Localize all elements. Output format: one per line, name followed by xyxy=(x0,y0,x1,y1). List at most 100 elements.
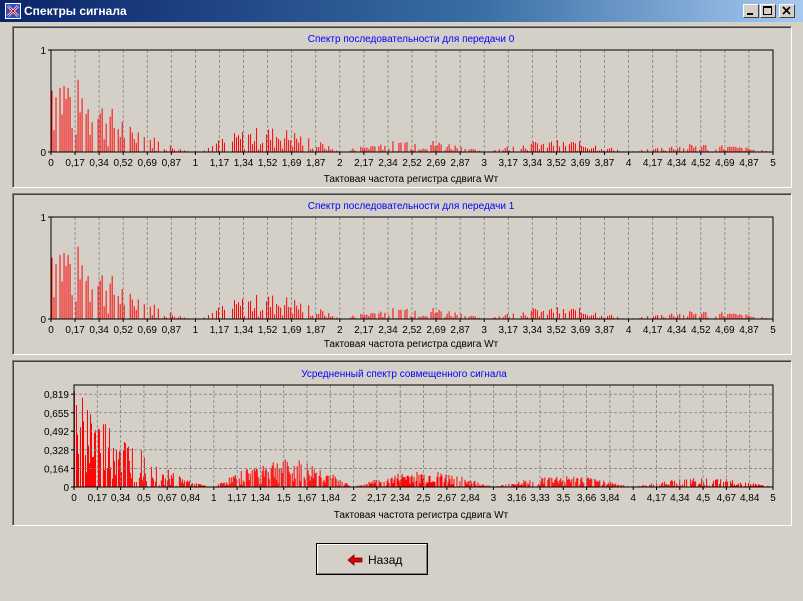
x-tick-label: 0 xyxy=(48,325,54,336)
x-tick-label: 1 xyxy=(193,158,199,169)
x-tick-label: 0,52 xyxy=(113,325,133,336)
chart-1-x-ticks: 0 0,17 0,34 0,52 0,69 0,87 1 1,17 1,34 1,52 1,69 1,… xyxy=(48,319,776,336)
x-tick-label: 3,34 xyxy=(523,325,543,336)
x-tick-label: 3,66 xyxy=(577,493,597,504)
x-tick-label: 1,52 xyxy=(258,325,278,336)
x-tick-label: 2,69 xyxy=(426,158,446,169)
maximize-button[interactable] xyxy=(760,4,776,18)
x-tick-label: 4,69 xyxy=(715,158,735,169)
chart-0-bars xyxy=(51,79,771,152)
x-tick-label: 3,87 xyxy=(595,158,615,169)
chart-2-x-ticks: 0 0,17 0,34 0,5 0,67 0,84 1 1,17 1,34 1,5 1,67 1,84… xyxy=(71,487,776,504)
x-tick-label: 3 xyxy=(481,325,487,336)
x-tick-label: 4,52 xyxy=(691,158,711,169)
x-tick-label: 3,87 xyxy=(595,325,615,336)
y-tick-label: 0,655 xyxy=(44,409,69,420)
x-tick-label: 0,17 xyxy=(65,158,85,169)
x-tick-label: 1 xyxy=(193,325,199,336)
x-tick-label: 0,69 xyxy=(138,325,158,336)
back-button-label: Назад xyxy=(368,553,403,567)
minimize-icon xyxy=(747,13,753,15)
x-tick-label: 4,69 xyxy=(715,325,735,336)
x-tick-label: 2,34 xyxy=(378,325,398,336)
back-button[interactable]: Назад xyxy=(316,543,428,575)
chart-0-x-ticks: 0 0,17 0,34 0,52 0,69 0,87 1 1,17 1,34 1,52 1,69 1,… xyxy=(48,152,776,169)
x-tick-label: 3,84 xyxy=(600,493,620,504)
close-button[interactable] xyxy=(779,4,795,18)
x-tick-label: 4 xyxy=(630,493,636,504)
x-tick-label: 0,67 xyxy=(157,493,177,504)
chart-2-title: Усредненный спектр совмещенного сигнала xyxy=(301,369,507,380)
x-tick-label: 0,87 xyxy=(162,158,182,169)
x-tick-label: 2,17 xyxy=(354,158,374,169)
x-tick-label: 3,5 xyxy=(556,493,570,504)
minimize-button[interactable] xyxy=(743,4,759,18)
x-tick-label: 1 xyxy=(211,493,217,504)
x-tick-label: 2,87 xyxy=(450,325,470,336)
x-tick-label: 2,34 xyxy=(378,158,398,169)
x-tick-label: 3,69 xyxy=(571,325,591,336)
chart-2-bars xyxy=(73,391,772,487)
x-tick-label: 4,34 xyxy=(667,325,687,336)
x-tick-label: 1,87 xyxy=(306,325,326,336)
close-icon xyxy=(782,6,791,15)
x-tick-label: 1,17 xyxy=(227,493,247,504)
arrow-left-icon xyxy=(347,554,363,566)
y-tick-label: 1 xyxy=(40,213,46,224)
x-tick-label: 3,52 xyxy=(547,325,567,336)
x-tick-label: 1,69 xyxy=(282,158,302,169)
y-tick-label: 0 xyxy=(40,315,46,326)
x-tick-label: 0,34 xyxy=(111,493,131,504)
x-tick-label: 2,84 xyxy=(460,493,480,504)
spectrum-chart-2: Усредненный спектр совмещенного сигнала … xyxy=(44,369,776,521)
x-tick-label: 2,67 xyxy=(437,493,457,504)
x-tick-label: 3,69 xyxy=(571,158,591,169)
y-tick-label: 0 xyxy=(40,148,46,159)
spectrum-chart-1: Спектр последовательности для передачи 1… xyxy=(40,201,776,350)
y-tick-label: 0,164 xyxy=(44,464,69,475)
x-tick-label: 0,17 xyxy=(65,325,85,336)
x-tick-label: 0,87 xyxy=(162,325,182,336)
x-tick-label: 2,52 xyxy=(402,158,422,169)
x-tick-label: 2,17 xyxy=(367,493,387,504)
x-tick-label: 3,17 xyxy=(499,325,519,336)
x-tick-label: 4 xyxy=(626,325,632,336)
x-tick-label: 3,52 xyxy=(547,158,567,169)
x-tick-label: 0 xyxy=(48,158,54,169)
chart-1-grid xyxy=(74,217,774,319)
chart-0-x-label: Тактовая частота регистра сдвига Wт xyxy=(324,174,499,185)
x-tick-label: 5 xyxy=(770,158,776,169)
y-tick-label: 0,328 xyxy=(44,446,69,457)
x-tick-label: 2,34 xyxy=(390,493,410,504)
x-tick-label: 4,34 xyxy=(670,493,690,504)
x-tick-label: 2 xyxy=(337,158,343,169)
x-tick-label: 4,17 xyxy=(643,158,663,169)
x-tick-label: 2 xyxy=(351,493,357,504)
chart-2-grid xyxy=(74,385,774,487)
x-tick-label: 0,5 xyxy=(137,493,151,504)
x-tick-label: 1,69 xyxy=(282,325,302,336)
chart-1-x-label: Тактовая частота регистра сдвига Wт xyxy=(324,339,499,350)
x-tick-label: 1,5 xyxy=(277,493,291,504)
y-tick-label: 0 xyxy=(63,483,69,494)
x-tick-label: 5 xyxy=(770,493,776,504)
x-tick-label: 1,17 xyxy=(210,158,230,169)
x-tick-label: 0,52 xyxy=(113,158,133,169)
x-tick-label: 0,69 xyxy=(138,158,158,169)
x-tick-label: 4 xyxy=(626,158,632,169)
x-tick-label: 4,17 xyxy=(647,493,667,504)
title-bar[interactable]: Спектры сигнала xyxy=(0,0,803,22)
x-tick-label: 4,87 xyxy=(739,325,759,336)
spectrum-panel-0: Спектр последовательности для передачи 0… xyxy=(12,26,792,188)
x-tick-label: 2,17 xyxy=(354,325,374,336)
x-tick-label: 1,52 xyxy=(258,158,278,169)
x-tick-label: 0,84 xyxy=(181,493,201,504)
chart-2-y-ticks: 0 0,164 0,328 0,492 0,655 0,819 xyxy=(44,390,74,494)
x-tick-label: 4,67 xyxy=(717,493,737,504)
window-title: Спектры сигнала xyxy=(24,4,127,18)
x-tick-label: 4,34 xyxy=(667,158,687,169)
x-tick-label: 4,84 xyxy=(740,493,760,504)
x-tick-label: 1,17 xyxy=(210,325,230,336)
y-tick-label: 0,492 xyxy=(44,427,69,438)
y-tick-label: 1 xyxy=(40,46,46,57)
